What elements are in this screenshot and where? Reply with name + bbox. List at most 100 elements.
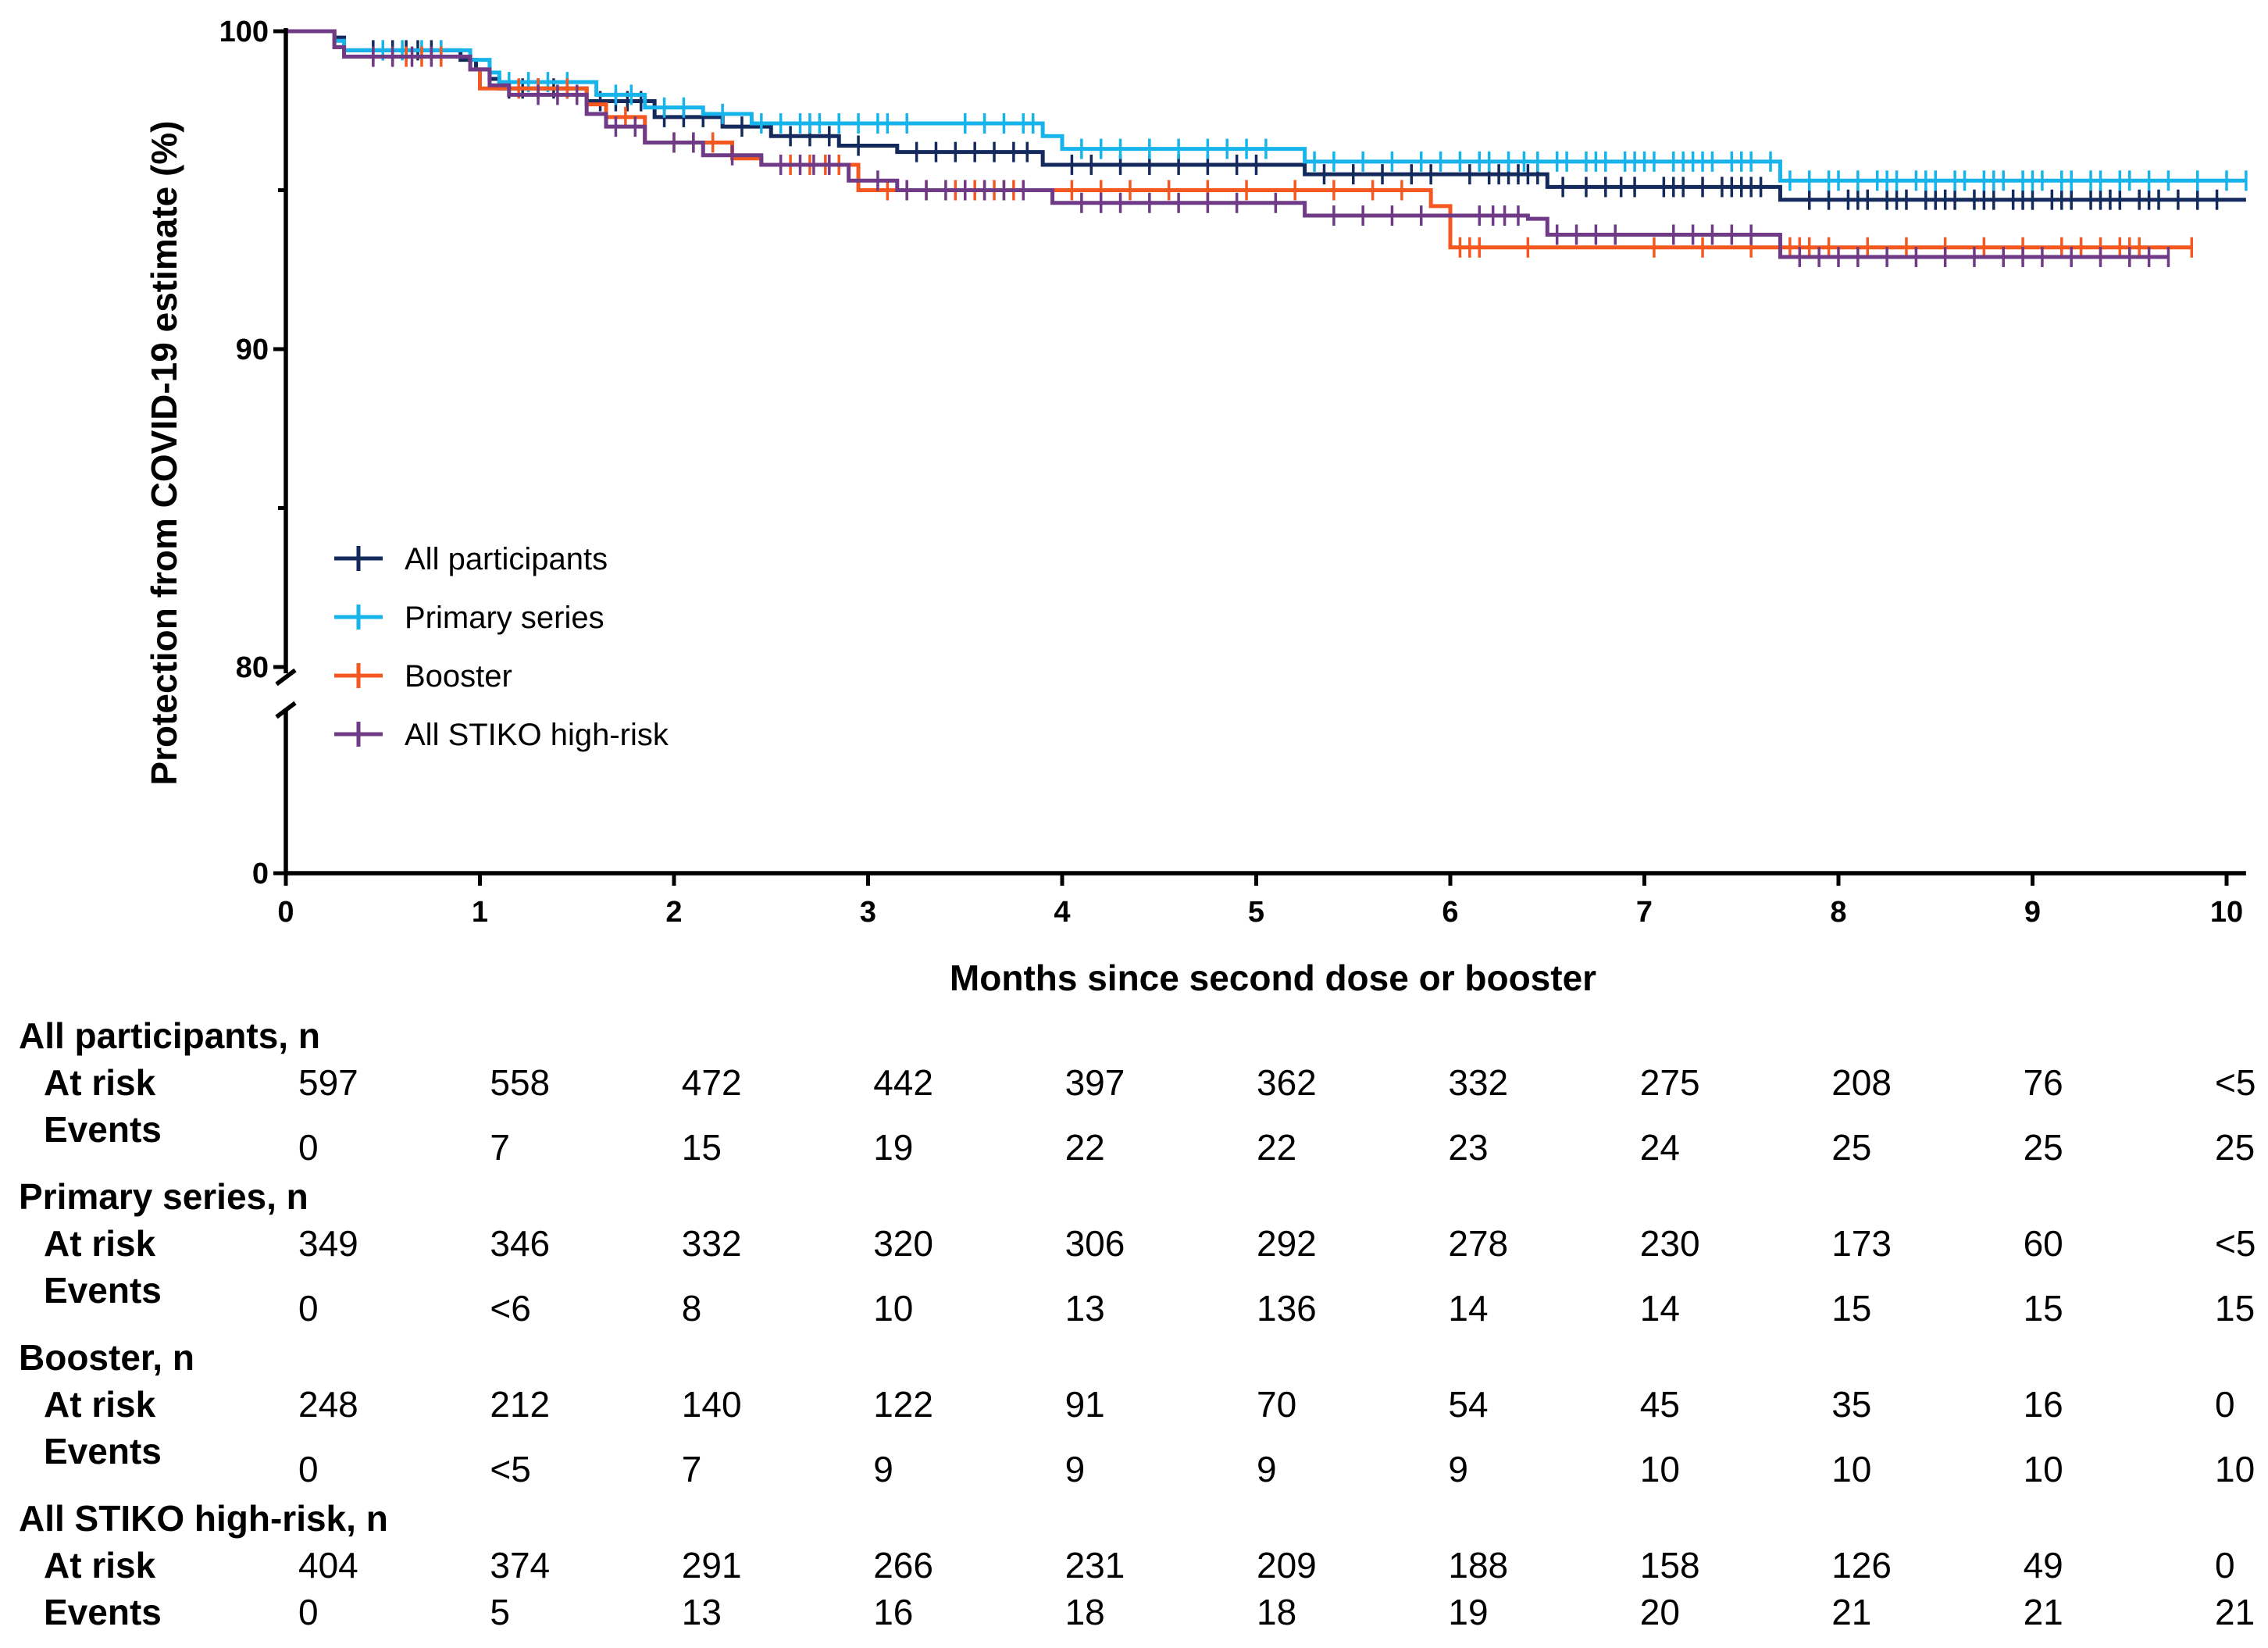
risk-table-cell: 10	[2215, 1449, 2255, 1489]
risk-table-cell: 15	[2024, 1288, 2063, 1329]
events-label: Events	[44, 1592, 162, 1632]
risk-table-cell: 22	[1065, 1127, 1105, 1168]
risk-table-cell: 14	[1448, 1288, 1488, 1329]
risk-table-cell: 16	[873, 1592, 913, 1632]
legend-label: All participants	[405, 542, 608, 576]
risk-table-cell: 10	[1831, 1449, 1871, 1489]
risk-table-cell: 7	[490, 1127, 510, 1168]
series-line	[286, 29, 2192, 250]
risk-table-cell: 362	[1257, 1062, 1317, 1103]
risk-table-cell: 20	[1640, 1592, 1680, 1632]
risk-group-title: All participants, n	[19, 1015, 320, 1056]
y-tick-label: 90	[236, 334, 269, 366]
risk-table-cell: 15	[2215, 1288, 2255, 1329]
risk-group: All STIKO high-risk, n At risk 404 374 291 26…	[19, 1498, 2255, 1632]
risk-table-cell: 21	[1831, 1592, 1871, 1632]
risk-table-cell: 5	[490, 1592, 510, 1632]
risk-table-cell: 21	[2215, 1592, 2255, 1632]
risk-table-cell: 91	[1065, 1384, 1105, 1425]
risk-table-cell: 9	[1257, 1449, 1277, 1489]
risk-table-cell: 231	[1065, 1545, 1125, 1586]
risk-table-cell: 49	[2024, 1545, 2063, 1586]
risk-group: All participants, n At risk 597 558 472 442 39…	[19, 1015, 2256, 1168]
risk-table-cell: 10	[873, 1288, 913, 1329]
risk-table-cell: 24	[1640, 1127, 1680, 1168]
risk-table-cell: 558	[490, 1062, 550, 1103]
legend-label: All STIKO high-risk	[405, 718, 669, 752]
risk-table: All participants, nAt risk 597 558 472 442 39…	[19, 1015, 2256, 1632]
risk-table-cell: 70	[1257, 1384, 1296, 1425]
x-tick-label: 10	[2210, 896, 2243, 929]
risk-table-cell: 349	[298, 1223, 358, 1264]
risk-table-cell: 15	[682, 1127, 722, 1168]
risk-table-cell: 291	[682, 1545, 742, 1586]
legend-item: All STIKO high-risk	[334, 718, 669, 752]
legend: All participants Primary series Booster All…	[334, 542, 669, 752]
risk-table-cell: 136	[1257, 1288, 1317, 1329]
risk-table-cell: 292	[1257, 1223, 1317, 1264]
risk-table-cell: 248	[298, 1384, 358, 1425]
x-tick-label: 0	[277, 896, 294, 929]
series-all-participants	[286, 29, 2246, 210]
risk-table-cell: 332	[1448, 1062, 1508, 1103]
risk-table-cell: 60	[2024, 1223, 2063, 1264]
series-line	[286, 29, 2169, 259]
risk-table-cell: 158	[1640, 1545, 1700, 1586]
at-risk-label: At risk	[44, 1062, 156, 1103]
y-axis-title: Protection from COVID-19 estimate (%)	[144, 120, 184, 785]
series-line	[286, 29, 2246, 202]
x-axis-title: Months since second dose or booster	[950, 958, 1596, 998]
series-all-stiko-high-risk	[286, 29, 2170, 267]
risk-table-cell: 472	[682, 1062, 742, 1103]
axis-break-mark-top	[275, 668, 297, 687]
risk-table-cell: 23	[1448, 1127, 1488, 1168]
risk-table-cell: 0	[298, 1592, 319, 1632]
x-tick-label: 1	[472, 896, 488, 929]
y-tick-label: 80	[236, 651, 269, 684]
risk-table-cell: 10	[1640, 1449, 1680, 1489]
risk-table-cell: 14	[1640, 1288, 1680, 1329]
risk-table-cell: 18	[1065, 1592, 1105, 1632]
risk-table-cell: 306	[1065, 1223, 1125, 1264]
series-booster	[286, 29, 2194, 258]
risk-table-cell: 0	[2215, 1545, 2235, 1586]
risk-group: Booster, nAt risk 248 212 140 122 91 70 54 45 35 1…	[19, 1337, 2255, 1489]
x-tick-label: 2	[665, 896, 682, 929]
series-primary-series	[286, 29, 2248, 191]
risk-table-cell: 442	[873, 1062, 933, 1103]
risk-table-cell: 19	[1448, 1592, 1488, 1632]
risk-table-cell: 9	[873, 1449, 893, 1489]
risk-table-cell: 208	[1831, 1062, 1892, 1103]
risk-table-cell: 320	[873, 1223, 933, 1264]
risk-table-cell: <5	[2215, 1062, 2256, 1103]
events-label: Events	[44, 1270, 162, 1311]
risk-table-cell: 25	[2024, 1127, 2063, 1168]
risk-table-cell: 397	[1065, 1062, 1125, 1103]
at-risk-label: At risk	[44, 1545, 156, 1586]
risk-group-title: All STIKO high-risk, n	[19, 1498, 388, 1539]
risk-table-cell: 0	[2215, 1384, 2235, 1425]
axis-break-mark-bottom	[275, 701, 297, 719]
legend-item: All participants	[334, 542, 608, 576]
risk-table-cell: 209	[1257, 1545, 1317, 1586]
risk-table-cell: <5	[490, 1449, 530, 1489]
risk-table-cell: 0	[298, 1449, 319, 1489]
risk-table-cell: 278	[1448, 1223, 1508, 1264]
risk-table-cell: 597	[298, 1062, 358, 1103]
events-label: Events	[44, 1109, 162, 1150]
y-tick-label: 100	[219, 16, 269, 48]
x-tick-label: 4	[1054, 896, 1070, 929]
risk-table-cell: 25	[2215, 1127, 2255, 1168]
risk-table-cell: 275	[1640, 1062, 1700, 1103]
at-risk-label: At risk	[44, 1384, 156, 1425]
risk-table-cell: 266	[873, 1545, 933, 1586]
x-tick-label: 6	[1442, 896, 1458, 929]
risk-table-cell: 0	[298, 1127, 319, 1168]
risk-table-cell: <5	[2215, 1223, 2256, 1264]
legend-label: Primary series	[405, 601, 604, 635]
risk-table-cell: 332	[682, 1223, 742, 1264]
risk-table-cell: 13	[1065, 1288, 1105, 1329]
risk-table-cell: 404	[298, 1545, 358, 1586]
risk-table-cell: 212	[490, 1384, 550, 1425]
